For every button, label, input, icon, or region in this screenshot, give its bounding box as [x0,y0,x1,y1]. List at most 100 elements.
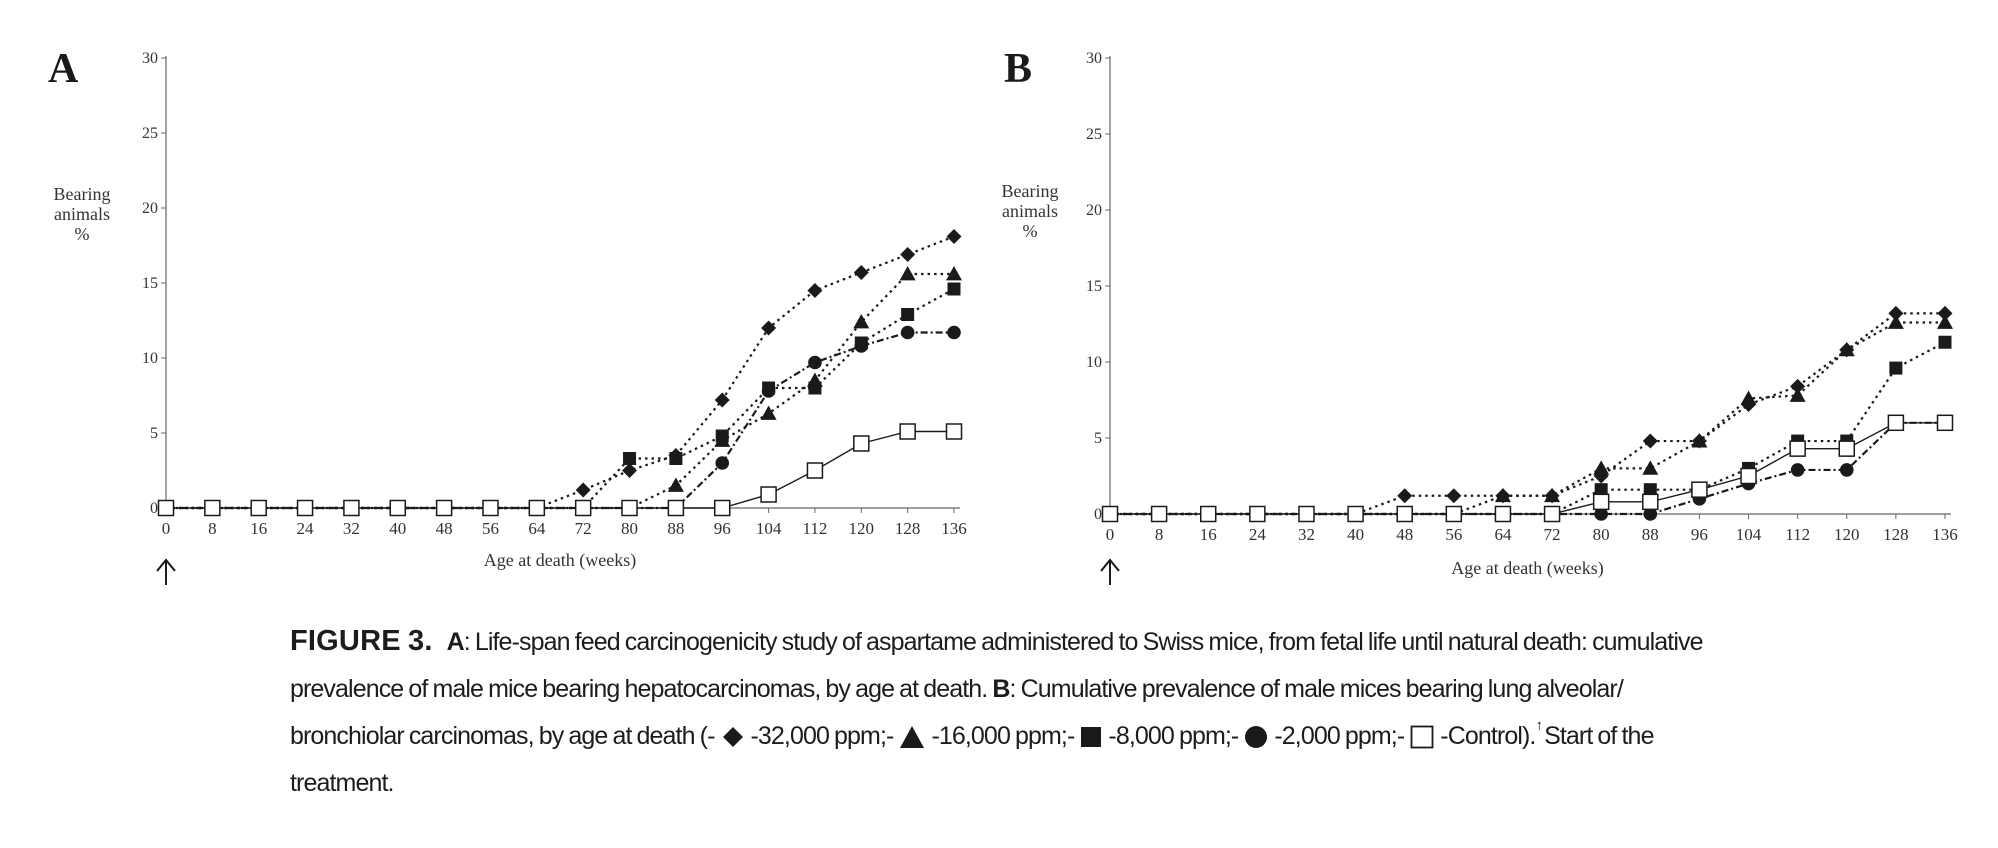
data-point-open-square [1347,505,1364,523]
y-axis-label-line: % [1023,221,1038,241]
x-tick-label: 24 [1249,525,1267,544]
x-tick-label: 40 [389,519,406,538]
series-open-square [1101,414,1954,523]
y-axis-label: Bearing animals% [54,184,111,244]
chart-panel-a: A 0 5 10 15 20 25 30 0 8 16 24 32 40 48 56 64 72 80 88 96 104… [48,46,967,585]
caption-panel-a-label: A [446,628,465,656]
caption-panel-b-label: B [992,675,1010,703]
x-tick-label: 56 [482,519,499,538]
legend-diamond-icon [722,727,743,748]
data-point-open-square [1887,414,1905,432]
x-tick-label: 8 [208,519,217,538]
data-point-triangle [853,314,870,329]
data-point-open-square [1494,505,1512,523]
legend-32000-label: -32,000 ppm;- [750,722,895,750]
x-tick-label: 112 [803,519,828,538]
data-point-square [808,381,822,395]
y-tick-label: 5 [1094,430,1102,447]
x-tick-label: 40 [1347,525,1364,544]
y-axis-label-line: % [75,224,90,244]
data-point-square [1643,483,1657,497]
data-point-circle [715,456,730,470]
series-circle [1103,416,1952,521]
data-point-open-square [899,423,916,440]
data-point-diamond [807,283,823,298]
data-point-triangle [1887,314,1904,329]
series-diamond [158,229,962,516]
data-point-triangle [946,266,962,281]
data-point-diamond [761,320,777,336]
x-tick-label: 104 [1736,525,1762,544]
series-line-open-square [1110,422,1945,515]
data-point-open-square [1642,493,1659,511]
x-tick-label: 24 [297,519,315,538]
legend-control-label: -Control). [1440,722,1536,750]
y-axis-label: Bearing animals% [1002,181,1059,241]
series-line-circle [166,331,954,510]
data-point-square [1938,335,1952,349]
y-axis-label-line: Bearing [1002,181,1059,201]
data-point-triangle [1789,387,1806,402]
data-point-triangle [1494,487,1511,503]
x-axis-label: Age at death (weeks) [484,550,636,571]
data-point-open-square [621,499,638,517]
data-point-open-square [157,499,175,517]
data-point-open-square [1592,493,1610,511]
series-line-diamond [1110,312,1945,516]
data-point-open-square [435,499,453,517]
x-tick-label: 80 [1593,525,1610,544]
data-point-circle [1839,463,1854,477]
data-point-open-square [482,499,499,517]
legend-square-icon [1081,727,1102,748]
data-point-triangle [760,405,777,420]
treatment-start-arrow-icon [156,558,176,585]
data-point-diamond [714,392,730,408]
data-point-open-square [713,499,731,517]
data-point-open-square [1838,440,1856,457]
data-point-triangle [1593,460,1610,475]
legend-8000-label: -8,000 ppm;- [1108,722,1239,750]
y-tick-label: 5 [150,425,158,442]
x-tick-label: 72 [1544,525,1561,544]
x-tick-label: 136 [1932,525,1958,544]
data-point-open-square [806,462,824,479]
data-point-open-square [1150,505,1168,523]
series-diamond [1102,305,1953,522]
footnote-arrow-icon: ↑ [1535,717,1543,734]
y-axis-label-line: animals [1002,201,1058,221]
legend-open-square-icon [1410,725,1434,749]
x-tick-label: 136 [941,519,967,538]
legend-triangle-icon [900,726,925,749]
legend-circle-icon [1245,726,1268,749]
series-triangle [1102,314,1953,521]
caption-panel-a-text: : Life-span feed carcinogenicity study o… [290,628,1703,703]
chart-panel-b: B 0 5 10 15 20 25 30 0 8 16 24 32 40 48 56 64 72 80 88 96 104… [1002,46,1958,585]
series-triangle [158,266,962,515]
series-line-triangle [1110,321,1945,516]
data-point-circle [1594,507,1608,521]
data-point-square [1889,361,1903,375]
y-tick-label: 25 [142,125,158,142]
data-point-diamond [900,247,916,262]
data-point-open-square [1691,481,1708,498]
data-point-open-square [1445,505,1463,523]
data-point-circle [1643,507,1658,521]
series-line-circle [1110,421,1945,516]
data-point-triangle [1740,390,1757,405]
treatment-start-arrow-icon [1100,558,1120,585]
x-tick-label: 128 [1883,525,1909,544]
data-point-triangle [1691,433,1708,448]
data-point-open-square [1199,505,1217,523]
series-line-triangle [166,272,954,510]
data-point-diamond [622,463,638,478]
data-point-triangle [1838,341,1855,357]
data-point-open-square [667,499,685,517]
data-point-diamond [1790,378,1806,394]
panel-label-b: B [1004,46,1032,92]
data-point-triangle [667,477,684,492]
x-tick-label: 32 [343,519,360,538]
data-point-open-square [1740,467,1757,485]
data-point-circle [947,325,961,340]
data-point-open-square [1101,505,1119,523]
legend-2000-label: -2,000 ppm;- [1274,722,1405,750]
